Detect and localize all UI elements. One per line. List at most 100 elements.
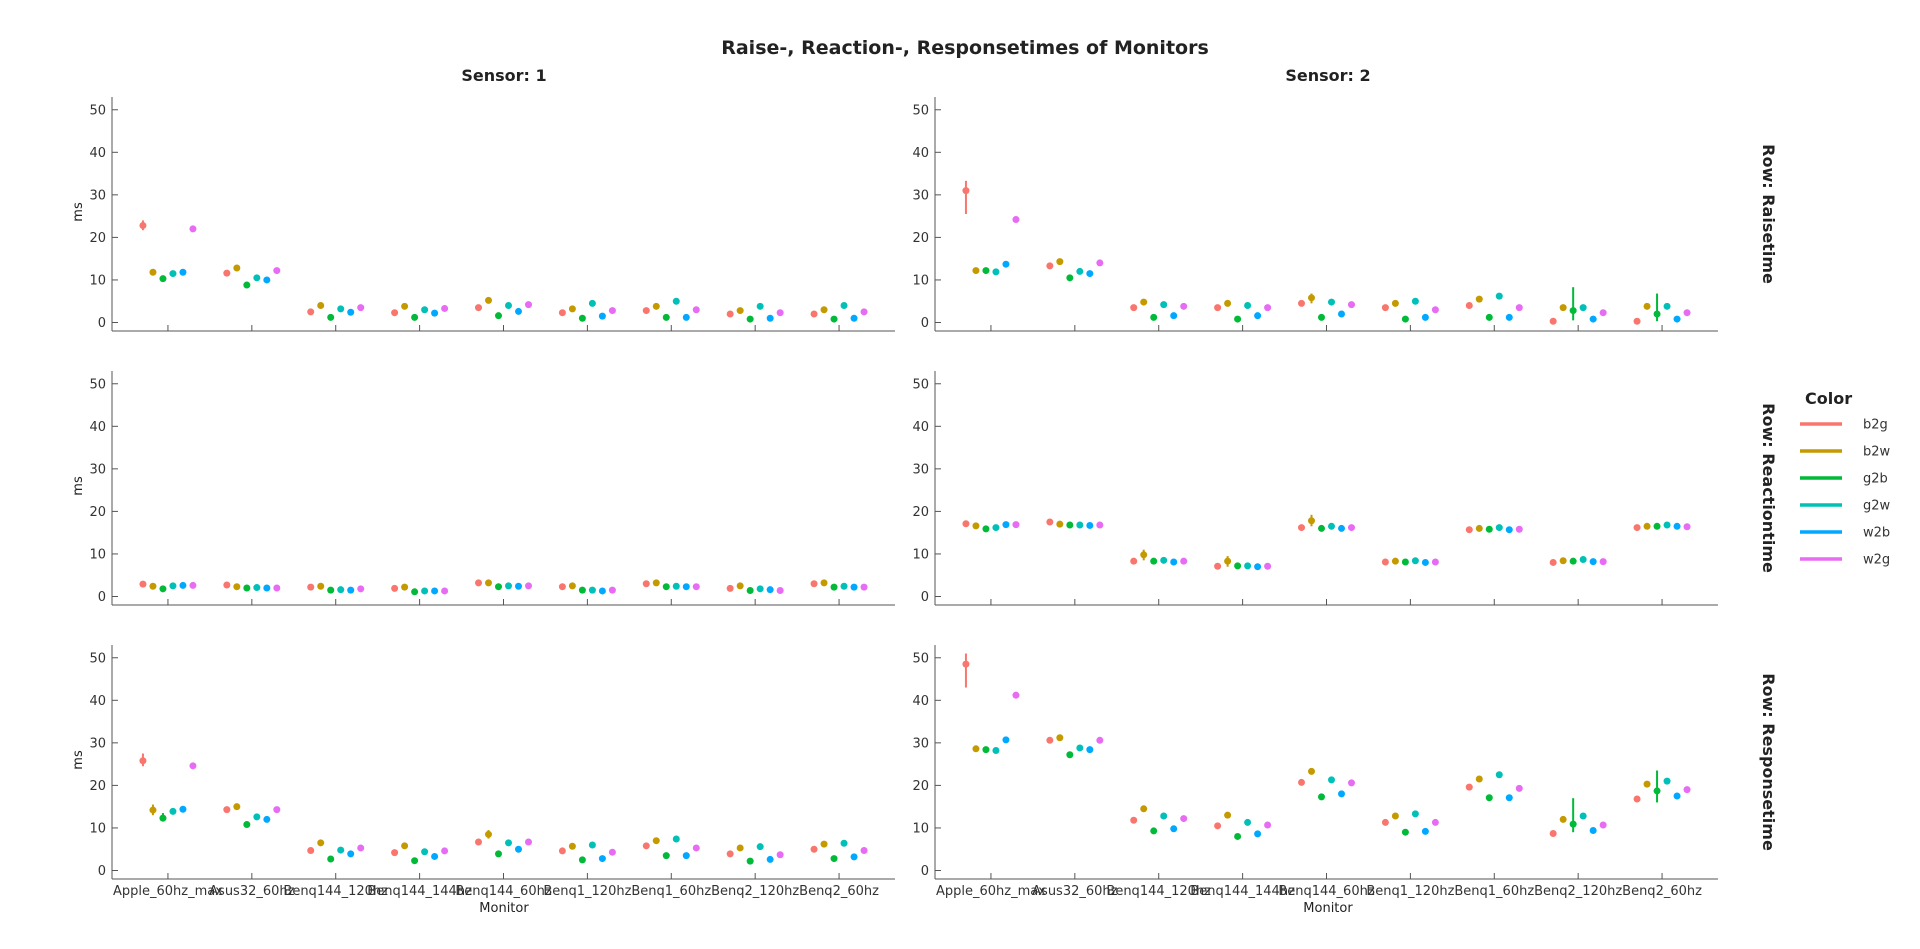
data-point-w2b <box>515 307 522 315</box>
data-point-g2w <box>588 586 596 594</box>
data-point-g2w <box>421 306 429 314</box>
data-point-w2b <box>766 586 774 594</box>
data-point-w2g <box>1683 523 1691 531</box>
data-point-g2b <box>1401 828 1409 836</box>
y-tick-label: 30 <box>912 736 929 751</box>
data-point-b2w <box>1140 805 1148 813</box>
data-point-g2w <box>1328 298 1335 306</box>
data-point-g2w <box>992 524 1000 532</box>
data-point-w2b <box>1421 313 1429 321</box>
data-point-w2b <box>1254 830 1262 838</box>
y-tick-label: 20 <box>89 231 106 246</box>
data-point-w2g <box>1683 309 1691 317</box>
data-point-w2g <box>1683 786 1691 794</box>
y-tick-label: 50 <box>89 651 106 666</box>
y-axis-label-reactiontime: ms <box>71 476 86 496</box>
data-point-w2g <box>189 225 197 233</box>
data-point-g2b <box>1569 557 1577 565</box>
data-point-g2w <box>1495 524 1503 532</box>
data-point-b2g <box>642 842 650 850</box>
data-point-w2b <box>1086 521 1094 529</box>
data-point-b2w <box>1056 520 1064 528</box>
data-point-g2w <box>1411 297 1419 305</box>
data-point-w2g <box>1348 779 1355 787</box>
data-point-w2b <box>179 805 187 813</box>
data-point-b2w <box>820 840 828 848</box>
data-point-b2w <box>401 583 409 591</box>
data-point-w2b <box>179 581 187 589</box>
data-point-b2g <box>1130 816 1138 824</box>
data-point-w2g <box>1515 525 1523 533</box>
data-point-b2g <box>810 310 818 318</box>
data-point-g2b <box>662 313 670 321</box>
data-point-w2b <box>850 314 858 322</box>
data-point-b2w <box>568 582 576 590</box>
data-point-b2g <box>1130 304 1138 312</box>
data-point-g2b <box>1653 522 1661 530</box>
data-point-b2w <box>149 582 157 590</box>
data-point-w2g <box>441 587 449 595</box>
y-tick-label: 10 <box>89 821 106 836</box>
data-point-b2w <box>233 803 241 811</box>
data-point-g2b <box>746 587 754 595</box>
data-point-w2g <box>441 304 449 312</box>
data-point-b2w <box>1475 524 1483 532</box>
y-tick-label: 30 <box>912 188 929 203</box>
data-point-w2b <box>1421 558 1429 566</box>
data-point-g2b <box>982 746 990 754</box>
data-point-b2w <box>1308 294 1315 302</box>
data-point-b2g <box>223 581 231 589</box>
data-point-w2g <box>860 308 868 316</box>
chart-title: Raise-, Reaction-, Responsetimes of Moni… <box>721 37 1209 59</box>
data-point-g2b <box>982 525 990 533</box>
x-tick-label: Benq1_120hz <box>1366 884 1454 899</box>
data-point-b2g <box>810 580 818 588</box>
x-tick-label: Benq144_144hz <box>367 884 472 899</box>
data-point-w2b <box>263 276 271 284</box>
data-point-g2b <box>578 314 586 322</box>
x-tick-label: Benq1_60hz <box>1454 884 1534 899</box>
y-tick-label: 0 <box>921 590 929 605</box>
data-point-b2g <box>1381 818 1389 826</box>
column-title-sensor-1: Sensor: 1 <box>461 66 546 85</box>
y-tick-label: 0 <box>98 316 106 331</box>
data-point-b2g <box>726 850 734 858</box>
data-point-g2b <box>982 267 990 275</box>
data-point-w2g <box>1180 815 1188 823</box>
data-point-g2w <box>1244 301 1252 309</box>
panels: 0 10 20 30 40 50 0 10 20 30 40 50 0 10 20 30 40 50 0 10 20 30… <box>89 97 1718 899</box>
data-point-w2g <box>860 583 868 591</box>
data-point-w2b <box>1254 563 1262 571</box>
data-point-b2w <box>317 301 325 309</box>
data-point-w2b <box>1673 315 1681 323</box>
data-point-g2w <box>253 813 261 821</box>
data-point-g2b <box>1485 794 1493 802</box>
data-point-b2w <box>652 837 660 845</box>
data-point-g2b <box>327 586 335 594</box>
data-point-b2g <box>307 583 315 591</box>
data-point-g2w <box>756 302 764 310</box>
data-point-g2w <box>505 839 512 847</box>
legend: b2g b2w g2b g2w w2b w2g <box>1800 418 1891 568</box>
data-point-g2w <box>1160 301 1168 309</box>
data-point-b2g <box>391 309 399 317</box>
data-point-b2g <box>1046 736 1054 744</box>
data-point-w2g <box>1515 784 1523 792</box>
data-point-w2g <box>1515 304 1523 312</box>
data-point-w2b <box>1170 312 1178 320</box>
data-point-w2g <box>1599 558 1607 566</box>
x-tick-label: Benq144_120hz <box>1106 884 1211 899</box>
data-point-g2w <box>588 299 596 307</box>
data-point-g2w <box>992 268 1000 276</box>
data-point-w2b <box>347 586 355 594</box>
data-point-w2g <box>357 585 365 593</box>
data-point-w2g <box>692 583 700 591</box>
data-point-b2w <box>972 522 980 530</box>
data-point-g2b <box>1653 787 1661 795</box>
data-point-w2b <box>515 582 522 590</box>
legend-label-g2w: g2w <box>1863 499 1891 514</box>
data-point-b2w <box>317 839 325 847</box>
y-tick-label: 10 <box>89 547 106 562</box>
data-point-g2w <box>1160 812 1168 820</box>
y-tick-label: 10 <box>89 273 106 288</box>
